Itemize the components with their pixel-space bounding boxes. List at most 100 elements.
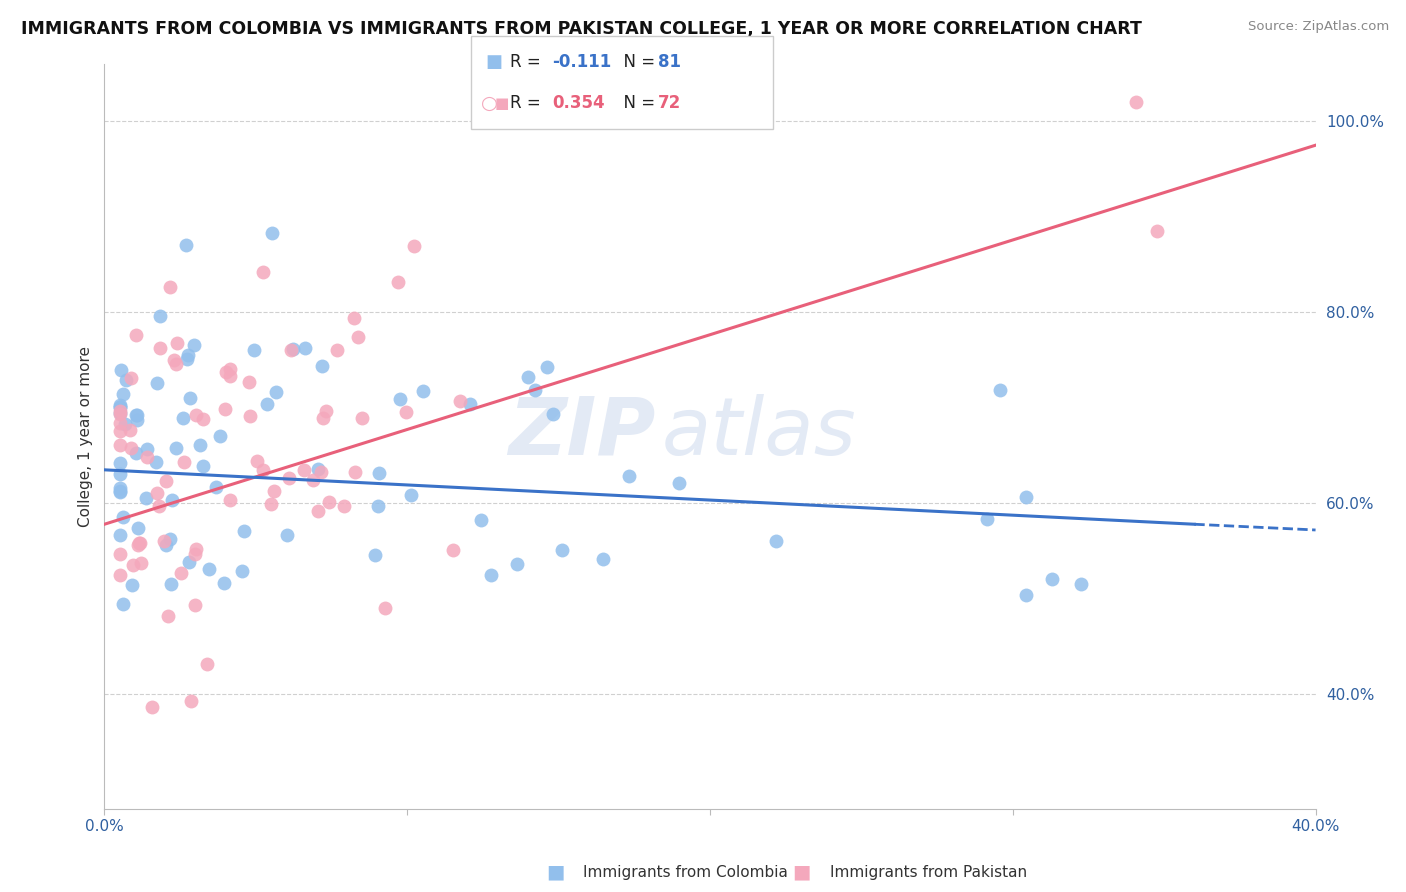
Point (374, 601, 396, 615)
Point (294, 342, 316, 356)
Point (333, 499, 356, 513)
Point (121, 577, 143, 591)
Text: ■: ■ (495, 95, 509, 111)
Point (260, 497, 283, 511)
Point (506, 558, 529, 572)
Point (238, 409, 260, 424)
Point (367, 467, 389, 481)
Point (219, 361, 242, 376)
Point (160, 576, 183, 591)
Point (278, 471, 301, 485)
Point (188, 438, 211, 452)
Point (551, 543, 574, 558)
Point (159, 532, 181, 546)
Point (115, 373, 138, 387)
Point (169, 566, 191, 580)
Point (395, 405, 418, 419)
Point (458, 397, 481, 411)
Point (127, 537, 149, 551)
Point (120, 371, 142, 385)
Point (311, 466, 333, 480)
Point (108, 528, 131, 542)
Point (191, 458, 214, 473)
Point (108, 401, 131, 415)
Point (163, 352, 186, 367)
Point (108, 467, 131, 482)
Point (195, 657, 218, 671)
Point (389, 392, 412, 406)
Point (136, 442, 159, 456)
Point (160, 493, 183, 508)
Point (127, 520, 149, 534)
Point (1070, 577, 1092, 591)
Point (108, 425, 131, 439)
Point (127, 413, 149, 427)
Point (363, 548, 385, 562)
Text: IMMIGRANTS FROM COLOMBIA VS IMMIGRANTS FROM PAKISTAN COLLEGE, 1 YEAR OR MORE COR: IMMIGRANTS FROM COLOMBIA VS IMMIGRANTS F… (21, 20, 1142, 37)
Point (183, 338, 205, 352)
Point (536, 359, 558, 374)
Text: R =: R = (510, 53, 547, 70)
Point (765, 533, 787, 548)
Point (159, 280, 181, 294)
Point (114, 417, 136, 431)
Point (318, 495, 340, 509)
Point (165, 441, 187, 455)
Point (125, 446, 148, 460)
Point (412, 384, 434, 398)
Point (264, 385, 287, 400)
Point (347, 329, 370, 343)
Point (350, 410, 373, 425)
Point (470, 513, 492, 527)
Text: Immigrants from Colombia: Immigrants from Colombia (583, 865, 789, 880)
Point (252, 463, 274, 477)
Point (108, 456, 131, 470)
Point (166, 335, 188, 350)
Point (180, 693, 202, 707)
Point (238, 375, 260, 389)
Point (111, 597, 134, 611)
Point (157, 609, 180, 624)
Point (146, 376, 169, 390)
Point (292, 463, 315, 477)
Point (110, 363, 132, 377)
Text: Source: ZipAtlas.com: Source: ZipAtlas.com (1249, 20, 1389, 33)
Point (260, 226, 283, 240)
Point (108, 568, 131, 582)
Point (1146, 224, 1168, 238)
Point (183, 548, 205, 562)
Text: 0.354: 0.354 (553, 95, 605, 112)
Text: ■: ■ (546, 863, 565, 882)
Point (145, 455, 167, 469)
Point (214, 365, 236, 379)
Point (344, 465, 367, 479)
Point (141, 700, 163, 714)
Point (122, 558, 145, 572)
Point (1125, 95, 1147, 110)
Point (342, 310, 364, 325)
Point (1042, 572, 1064, 586)
Point (198, 562, 221, 576)
Point (149, 309, 172, 323)
Point (1014, 588, 1036, 602)
Point (243, 343, 266, 357)
Text: 81: 81 (658, 53, 681, 70)
Point (155, 475, 177, 489)
Point (148, 499, 170, 513)
Point (149, 341, 172, 355)
Point (367, 499, 389, 513)
Point (108, 404, 131, 418)
Text: N =: N = (613, 53, 661, 70)
Point (172, 411, 194, 425)
Point (179, 556, 201, 570)
Point (276, 528, 298, 542)
Point (301, 473, 323, 487)
Text: ZIP: ZIP (508, 393, 655, 472)
Point (108, 438, 131, 452)
Point (108, 484, 131, 499)
Text: 72: 72 (658, 95, 682, 112)
Point (124, 328, 146, 343)
Point (128, 535, 150, 549)
Point (108, 481, 131, 495)
Point (214, 402, 236, 417)
